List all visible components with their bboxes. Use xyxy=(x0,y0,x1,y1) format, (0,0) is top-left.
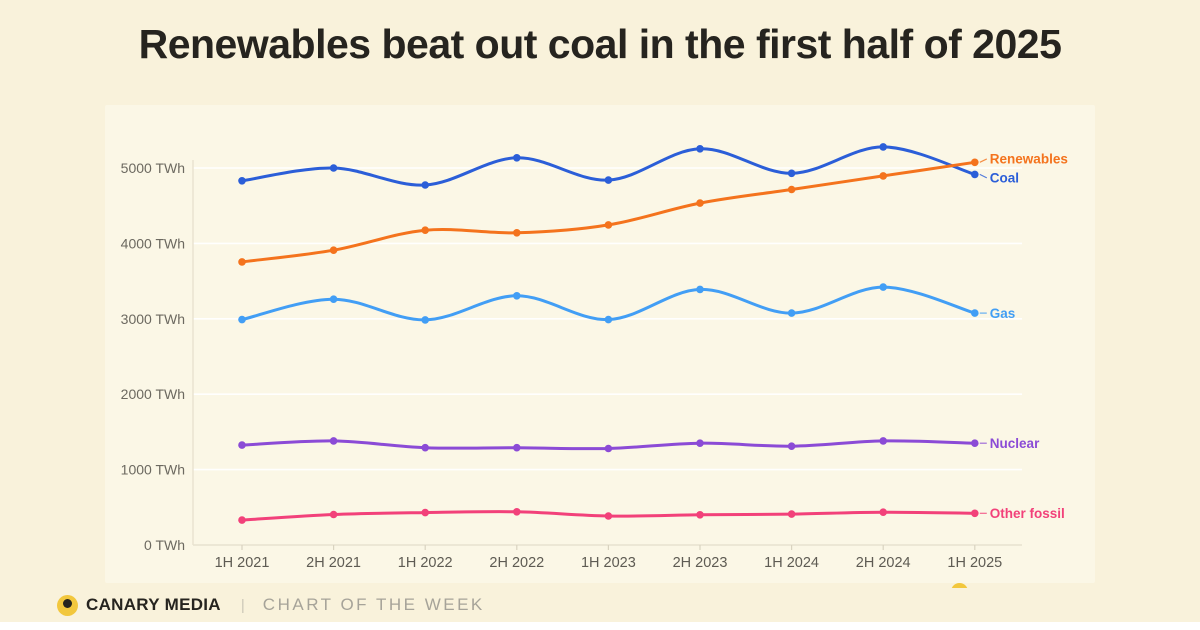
svg-text:0 TWh: 0 TWh xyxy=(144,537,185,553)
chart-panel: 0 TWh 1000 TWh 2000 TWh 3000 TWh 4000 TWh 500… xyxy=(105,105,1095,583)
svg-text:3000 TWh: 3000 TWh xyxy=(121,311,185,327)
yellow-circle-decoration xyxy=(951,583,968,588)
svg-text:1H 2025: 1H 2025 xyxy=(947,555,1002,571)
canary-eye-dot-icon xyxy=(63,598,72,608)
svg-text:1H 2021: 1H 2021 xyxy=(215,555,270,571)
svg-text:1H 2022: 1H 2022 xyxy=(398,555,453,571)
svg-text:Nuclear: Nuclear xyxy=(990,436,1040,451)
footer-divider: | xyxy=(240,596,245,614)
bottom-white-strip xyxy=(0,622,1200,630)
line-chart: 0 TWh 1000 TWh 2000 TWh 3000 TWh 4000 TWh 500… xyxy=(121,143,1068,571)
svg-text:1000 TWh: 1000 TWh xyxy=(121,462,185,478)
svg-text:4000 TWh: 4000 TWh xyxy=(121,235,185,251)
canary-media-logo-icon xyxy=(57,594,78,616)
svg-text:2H 2024: 2H 2024 xyxy=(856,555,911,571)
footer-series-title: CHART OF THE WEEK xyxy=(262,595,485,614)
svg-text:2H 2021: 2H 2021 xyxy=(306,555,361,571)
svg-text:2H 2023: 2H 2023 xyxy=(673,555,728,571)
brand-name: CANARY MEDIA xyxy=(86,595,221,614)
svg-text:2000 TWh: 2000 TWh xyxy=(121,386,185,402)
yellow-circle-icon xyxy=(951,583,968,588)
page-title: Renewables beat out coal in the first ha… xyxy=(138,21,1062,67)
svg-text:Coal: Coal xyxy=(990,171,1019,186)
svg-text:1H 2023: 1H 2023 xyxy=(581,555,636,571)
svg-text:1H 2024: 1H 2024 xyxy=(764,555,819,571)
svg-text:5000 TWh: 5000 TWh xyxy=(121,160,185,176)
footer: CANARY MEDIA | CHART OF THE WEEK xyxy=(57,592,485,618)
svg-text:Other fossil: Other fossil xyxy=(990,506,1065,521)
svg-text:Gas: Gas xyxy=(990,306,1016,321)
svg-text:2H 2022: 2H 2022 xyxy=(489,555,544,571)
svg-text:Renewables: Renewables xyxy=(990,152,1068,167)
